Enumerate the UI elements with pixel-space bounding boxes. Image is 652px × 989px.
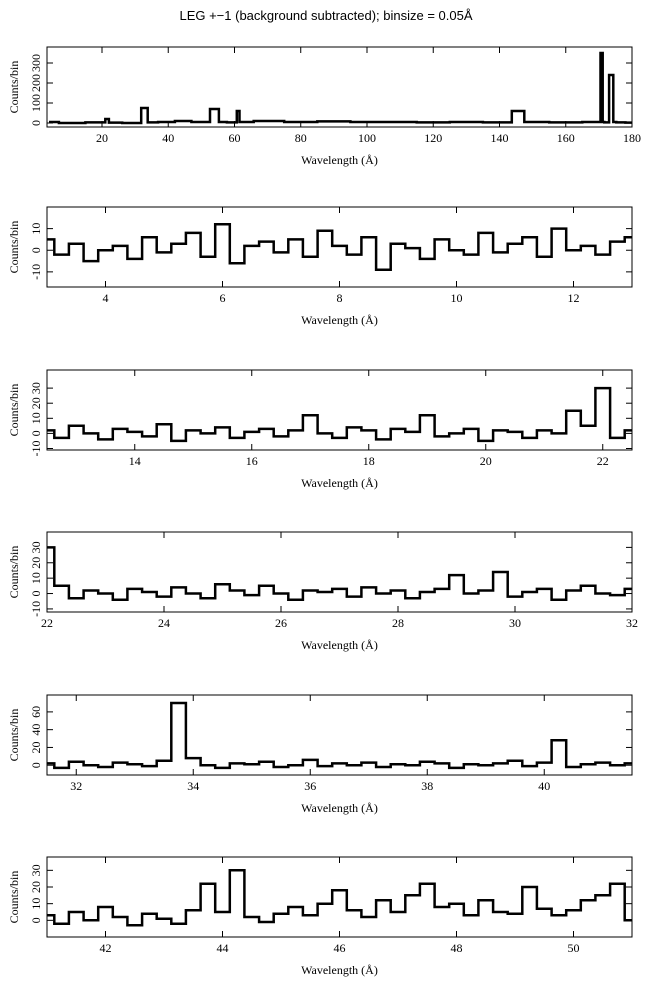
spectrum-line <box>47 701 632 770</box>
y-tick-label: 100 <box>29 94 43 112</box>
x-tick-label: 10 <box>451 291 463 305</box>
y-tick-label: 20 <box>29 557 43 569</box>
plot-frame <box>46 369 633 451</box>
plot-area <box>47 546 632 601</box>
spectrum-line <box>47 223 632 271</box>
x-tick-label: 20 <box>96 131 108 145</box>
x-tick-label: 4 <box>103 291 109 305</box>
plot-area <box>49 51 632 125</box>
y-axis-label: Counts/bin <box>7 384 21 437</box>
x-tick-label: 14 <box>129 454 141 468</box>
x-tick-label: 18 <box>363 454 375 468</box>
x-tick-label: 12 <box>568 291 580 305</box>
x-tick-label: 32 <box>70 779 82 793</box>
y-tick-label: 0 <box>29 591 43 597</box>
x-tick-label: 32 <box>626 616 638 630</box>
x-tick-label: 100 <box>358 131 376 145</box>
y-tick-label: 20 <box>29 881 43 893</box>
y-tick-label: 10 <box>29 223 43 235</box>
x-tick-label: 48 <box>451 941 463 955</box>
plot-frame <box>46 694 633 776</box>
y-tick-label: 20 <box>29 741 43 753</box>
x-tick-label: 22 <box>597 454 609 468</box>
x-tick-label: 36 <box>304 779 316 793</box>
plot-frame <box>46 856 633 938</box>
chart-title: LEG +−1 (background subtracted); binsize… <box>179 8 472 23</box>
y-tick-label: 0 <box>29 247 43 253</box>
x-axis-label: Wavelength (Å) <box>301 476 378 490</box>
plot-frame <box>46 206 633 288</box>
x-axis-label: Wavelength (Å) <box>301 638 378 652</box>
y-tick-label: 60 <box>29 706 43 718</box>
x-tick-label: 22 <box>41 616 53 630</box>
spectrum-line <box>49 51 632 125</box>
x-tick-label: 6 <box>220 291 226 305</box>
y-axis-label: Counts/bin <box>7 546 21 599</box>
x-tick-label: 16 <box>246 454 258 468</box>
x-tick-label: 120 <box>424 131 442 145</box>
x-tick-label: 24 <box>158 616 170 630</box>
y-tick-label: 0 <box>29 120 43 126</box>
plot-area <box>47 869 632 927</box>
x-tick-label: 42 <box>100 941 112 955</box>
x-tick-label: 80 <box>295 131 307 145</box>
y-tick-label: 0 <box>29 430 43 436</box>
x-tick-label: 30 <box>509 616 521 630</box>
x-tick-label: 20 <box>480 454 492 468</box>
x-tick-label: 38 <box>421 779 433 793</box>
x-tick-label: 28 <box>392 616 404 630</box>
y-axis-label: Counts/bin <box>7 61 21 114</box>
x-tick-label: 8 <box>337 291 343 305</box>
x-axis-label: Wavelength (Å) <box>301 313 378 327</box>
y-tick-label: 10 <box>29 412 43 424</box>
x-tick-label: 46 <box>334 941 346 955</box>
y-axis-label: Counts/bin <box>7 871 21 924</box>
y-tick-label: -10 <box>29 264 43 280</box>
x-axis-label: Wavelength (Å) <box>301 963 378 977</box>
x-axis-label: Wavelength (Å) <box>301 153 378 167</box>
y-tick-label: 0 <box>29 917 43 923</box>
plot-area <box>47 386 632 443</box>
y-tick-label: 30 <box>29 541 43 553</box>
y-tick-label: 30 <box>29 382 43 394</box>
y-tick-label: 200 <box>29 74 43 92</box>
x-tick-label: 180 <box>623 131 641 145</box>
y-axis-label: Counts/bin <box>7 709 21 762</box>
plot-frame <box>46 46 633 128</box>
y-tick-label: 300 <box>29 54 43 72</box>
y-tick-label: 0 <box>29 762 43 768</box>
y-tick-label: -10 <box>29 440 43 456</box>
y-tick-label: 10 <box>29 898 43 910</box>
x-tick-label: 60 <box>228 131 240 145</box>
y-tick-label: 40 <box>29 724 43 736</box>
y-tick-label: 20 <box>29 397 43 409</box>
plot-frame <box>46 531 633 613</box>
spectrum-line <box>47 546 632 601</box>
x-tick-label: 140 <box>490 131 508 145</box>
x-tick-label: 44 <box>217 941 229 955</box>
x-tick-label: 40 <box>538 779 550 793</box>
spectrum-line <box>47 386 632 443</box>
x-tick-label: 40 <box>162 131 174 145</box>
y-tick-label: -10 <box>29 601 43 617</box>
x-tick-label: 34 <box>187 779 199 793</box>
x-tick-label: 160 <box>557 131 575 145</box>
x-tick-label: 50 <box>568 941 580 955</box>
plot-area <box>47 701 632 770</box>
x-tick-label: 26 <box>275 616 287 630</box>
y-tick-label: 10 <box>29 572 43 584</box>
y-tick-label: 30 <box>29 864 43 876</box>
spectrum-line <box>47 869 632 927</box>
x-axis-label: Wavelength (Å) <box>301 801 378 815</box>
y-axis-label: Counts/bin <box>7 221 21 274</box>
plot-area <box>47 223 632 271</box>
